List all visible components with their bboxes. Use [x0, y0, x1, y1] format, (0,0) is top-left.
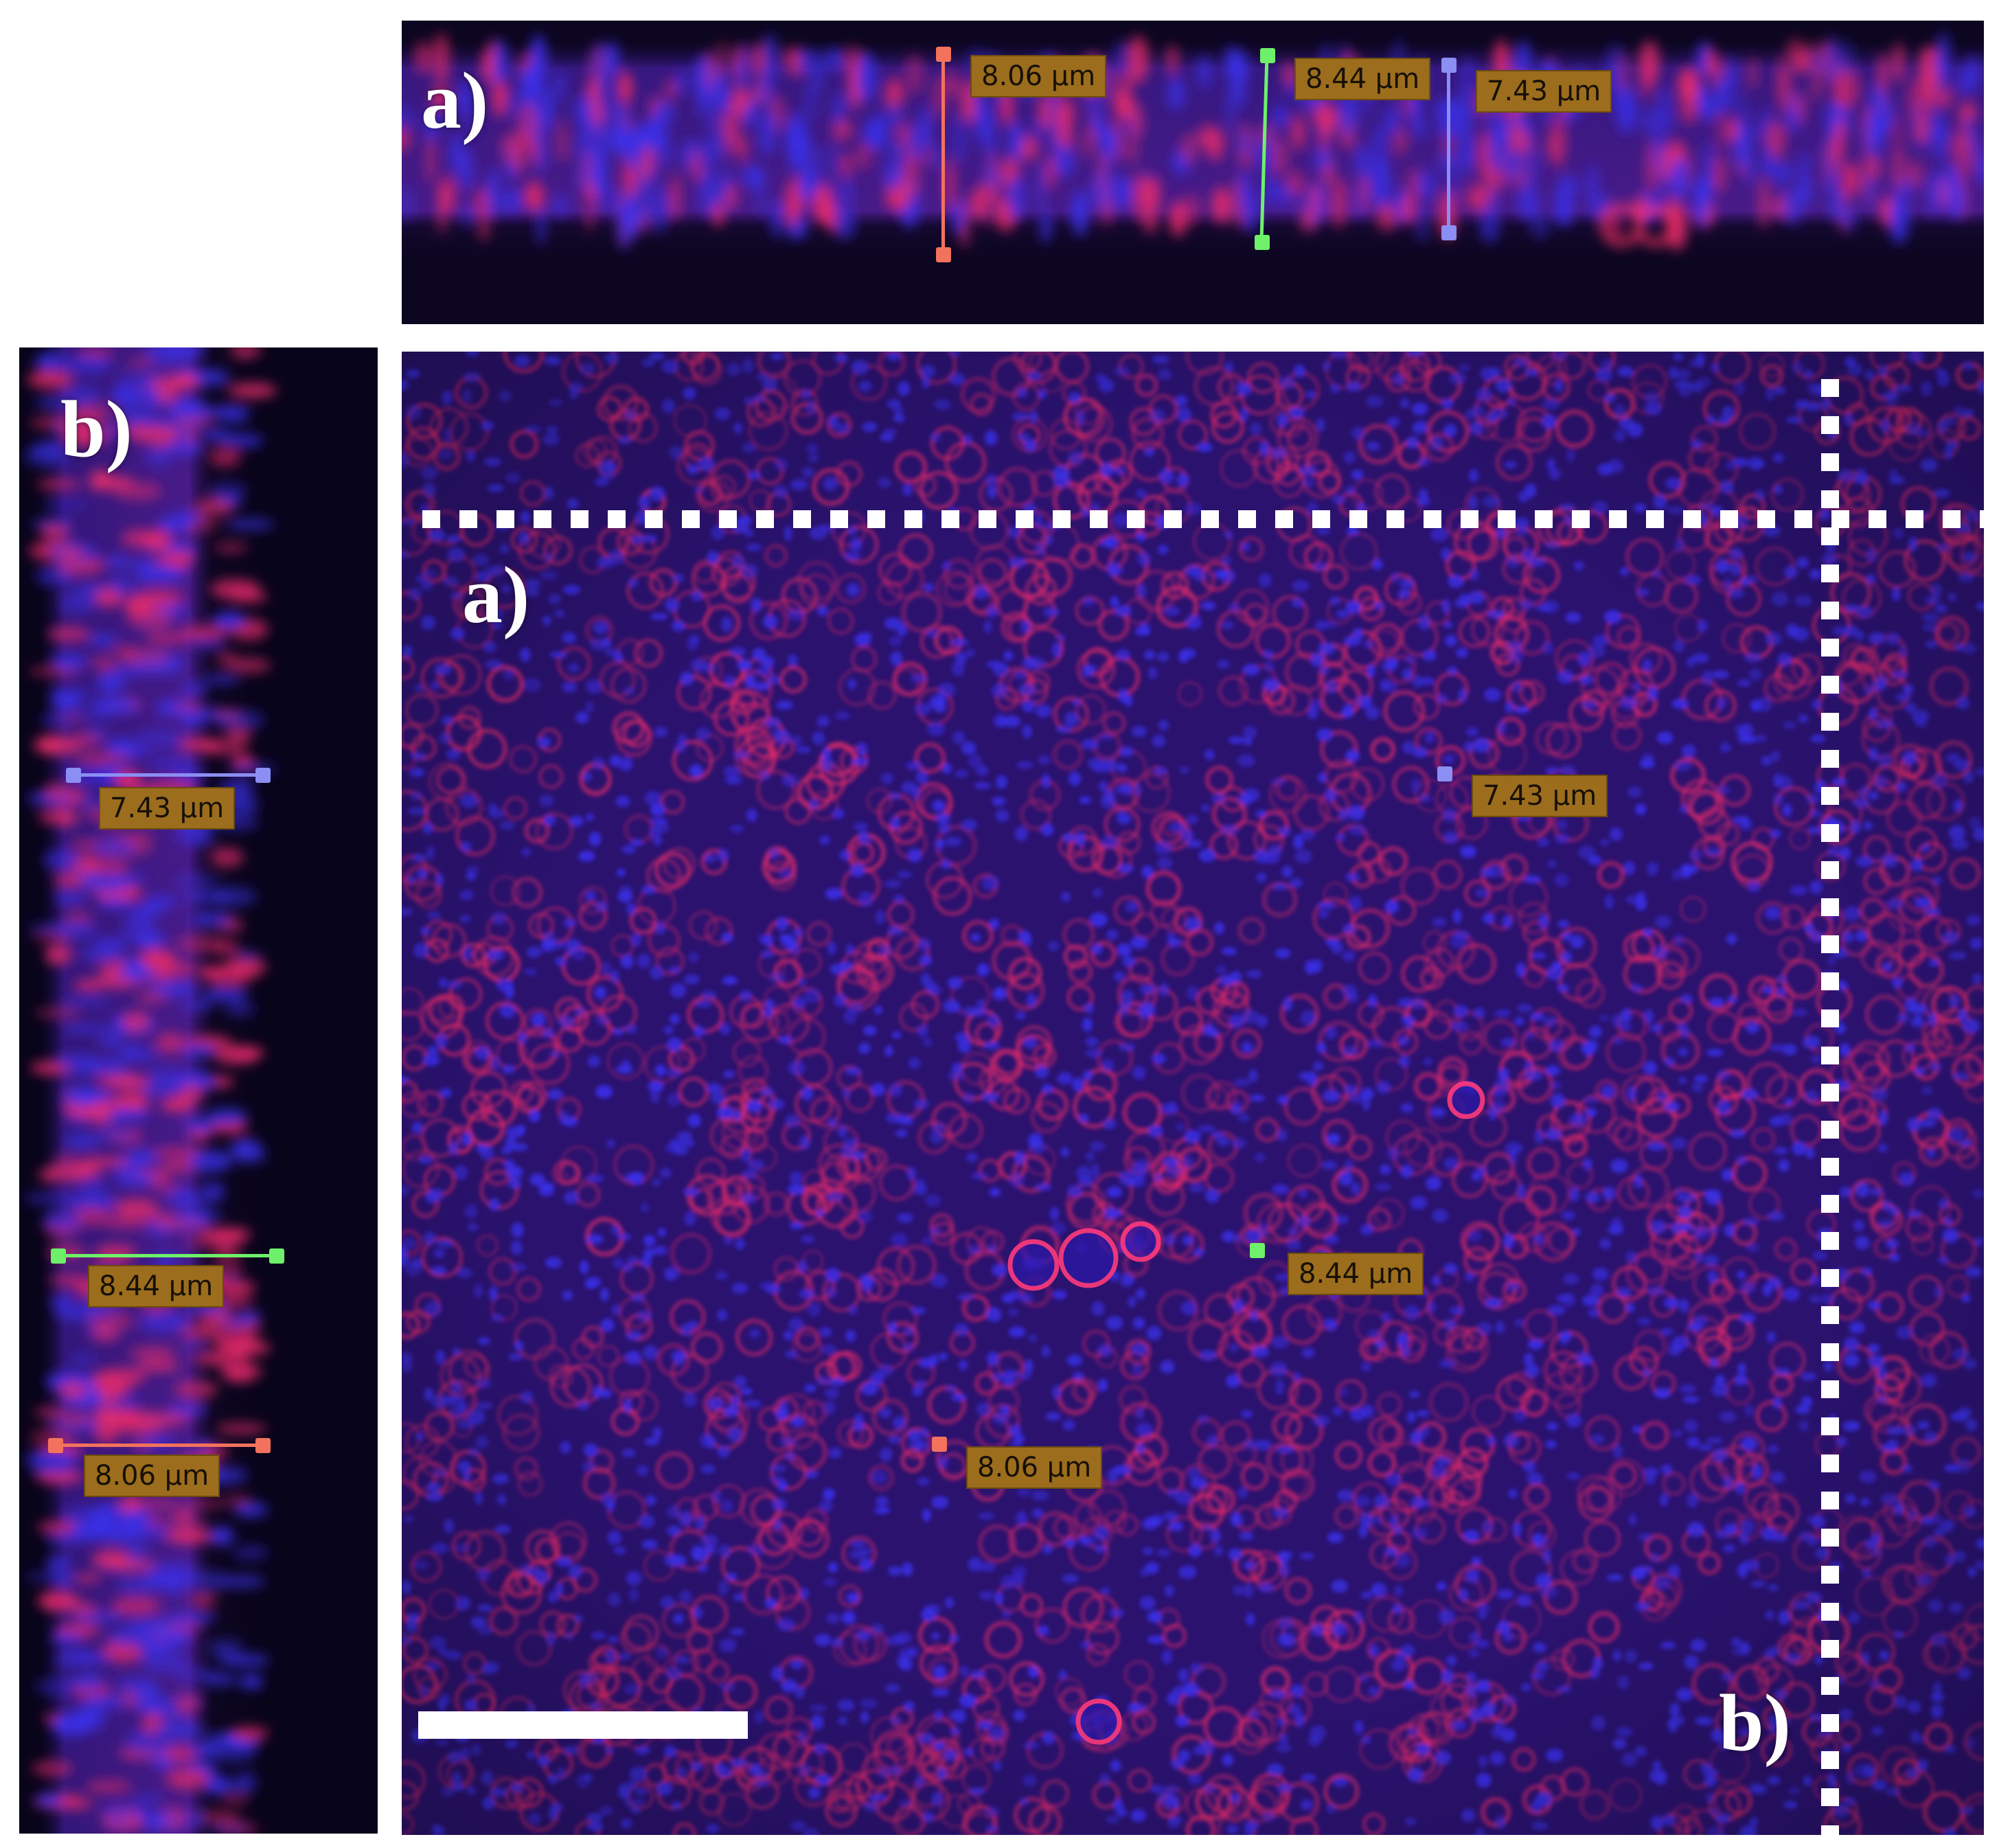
measure-handle-blue-bottom [1441, 225, 1457, 240]
measure-handle-blue-top [1441, 58, 1457, 73]
yz-orthogonal-view: b) 7.43 µm 8.44 µm 8.06 µm [19, 347, 378, 1834]
xy-main-view: a) b) 7.43 µm 8.44 µm 8.06 µm [402, 352, 1984, 1835]
measure-marker-green [1250, 1243, 1265, 1258]
panel-label-b: b) [60, 384, 133, 474]
measure-line-green [58, 1254, 277, 1257]
measure-handle-green-top [1260, 48, 1275, 63]
measure-label-green: 8.44 µm [88, 1265, 225, 1308]
yz-micrograph [24, 347, 280, 1834]
panel-label-a: a) [421, 56, 489, 146]
measure-handle-red-bottom [936, 247, 951, 262]
measure-line-red [55, 1444, 265, 1447]
measure-handle-red-left [48, 1438, 63, 1453]
measure-handle-green-bottom [1255, 235, 1270, 250]
measure-handle-green-left [51, 1248, 66, 1264]
measure-label-red: 8.06 µm [970, 55, 1107, 98]
main-label-a: a) [462, 550, 530, 640]
xz-orthogonal-view: a) 8.06 µm 8.44 µm 7.43 µm [402, 21, 1984, 324]
xy-micrograph [402, 352, 1984, 1835]
scale-bar [418, 1711, 748, 1739]
xz-micrograph [402, 32, 1984, 268]
measure-handle-red-right [255, 1438, 271, 1453]
measure-marker-red [932, 1437, 947, 1452]
measure-label-green: 8.44 µm [1294, 58, 1431, 100]
measure-handle-green-right [269, 1248, 284, 1264]
measure-label-red: 8.06 µm [966, 1446, 1103, 1489]
measure-line-blue [73, 773, 262, 777]
measure-line-blue [1447, 63, 1450, 231]
measure-handle-blue-left [66, 768, 81, 783]
measure-label-blue: 7.43 µm [1476, 70, 1612, 113]
measure-line-red [941, 52, 945, 253]
measure-label-blue: 7.43 µm [1472, 775, 1608, 817]
measure-marker-blue [1437, 766, 1452, 782]
measure-handle-red-top [936, 47, 951, 62]
measure-label-green: 8.44 µm [1288, 1253, 1424, 1295]
measure-label-red: 8.06 µm [84, 1455, 220, 1497]
measure-label-blue: 7.43 µm [99, 787, 236, 830]
measure-handle-blue-right [255, 768, 271, 783]
main-label-b: b) [1719, 1678, 1791, 1768]
